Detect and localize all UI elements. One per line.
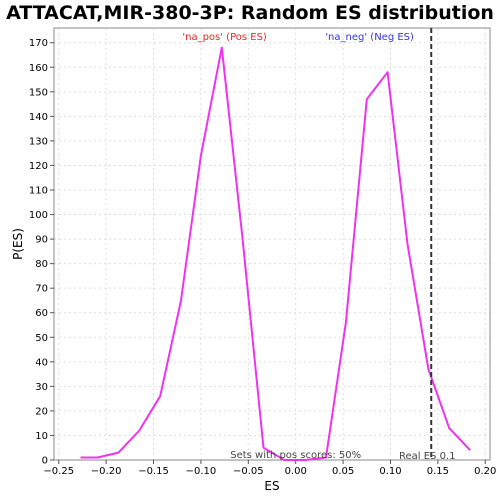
y-tick-label: 0 — [42, 456, 48, 467]
y-tick-label: 40 — [35, 357, 48, 368]
pos-es-label: 'na_pos' (Pos ES) — [182, 32, 267, 43]
y-tick-label: 160 — [29, 63, 48, 74]
x-tick-label: −0.10 — [186, 466, 217, 477]
y-tick-label: 20 — [35, 406, 48, 417]
chart-title: ATTACAT,MIR-380-3P: Random ES distributi… — [6, 2, 494, 24]
y-tick-label: 150 — [29, 87, 48, 98]
grid — [54, 28, 490, 461]
x-tick-label: 0.05 — [332, 466, 354, 477]
y-tick-label: 130 — [29, 136, 48, 147]
sets-with-pos-scores-label: Sets with pos scores: 50% — [230, 450, 361, 461]
y-tick-label: 30 — [35, 382, 48, 393]
y-tick-label: 90 — [35, 235, 48, 246]
x-tick-label: −0.25 — [43, 466, 74, 477]
x-tick-label: −0.05 — [233, 466, 264, 477]
x-tick-label: 0.00 — [285, 466, 307, 477]
real-es-label: Real ES 0.1 — [399, 451, 455, 462]
y-tick-label: 50 — [35, 333, 48, 344]
y-axis-label: P(ES) — [11, 228, 25, 260]
y-tick-label: 80 — [35, 259, 48, 270]
x-tick-label: 0.20 — [474, 466, 496, 477]
plot-area — [53, 27, 491, 461]
y-tick-label: 120 — [29, 161, 48, 172]
x-axis-label: ES — [264, 479, 279, 493]
x-tick-label: 0.15 — [427, 466, 449, 477]
y-tick-label: 100 — [29, 210, 48, 221]
y-tick-label: 60 — [35, 308, 48, 319]
x-tick-label: −0.20 — [91, 466, 122, 477]
series-group — [80, 46, 471, 461]
x-tick-label: 0.10 — [379, 466, 401, 477]
y-tick-label: 170 — [29, 38, 48, 49]
x-tick-label: −0.15 — [138, 466, 169, 477]
y-tick-label: 140 — [29, 112, 48, 123]
neg-es-label: 'na_neg' (Neg ES) — [325, 32, 414, 43]
y-tick-label: 110 — [29, 186, 48, 197]
distribution-line — [80, 46, 471, 461]
y-tick-label: 10 — [35, 431, 48, 442]
y-tick-label: 70 — [35, 284, 48, 295]
axis-ticks: −0.25 −0.20 −0.15 −0.10 −0.05 0.00 0.05 0.10 0.1… — [29, 38, 496, 477]
